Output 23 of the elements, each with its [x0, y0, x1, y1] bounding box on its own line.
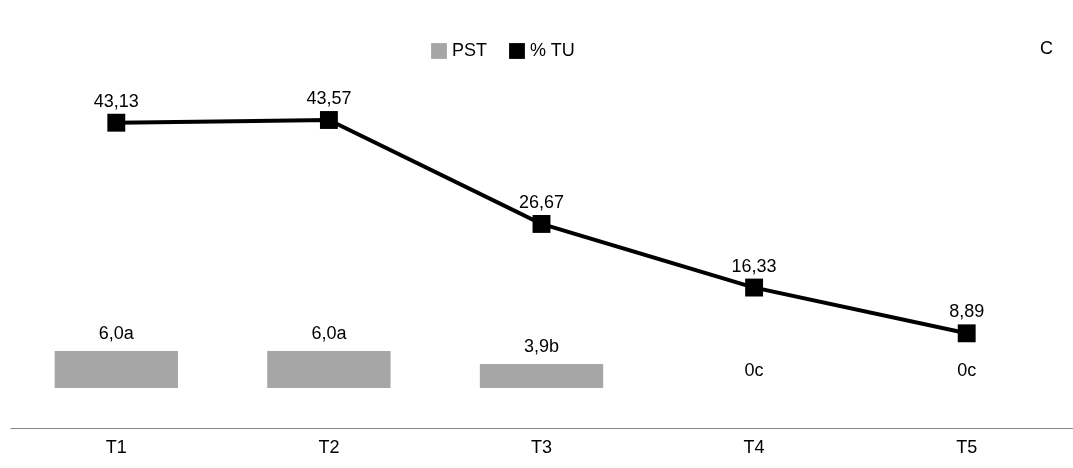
data-label: 6,0a — [98, 323, 135, 344]
point — [957, 324, 976, 343]
data-label: 8,89 — [949, 301, 985, 322]
x-tick-label: T1 — [105, 436, 127, 457]
x-tick-label: T3 — [530, 436, 553, 457]
data-label: 26,67 — [518, 191, 565, 212]
point — [319, 111, 338, 129]
point — [107, 113, 126, 132]
x-tick-label: T4 — [743, 436, 765, 457]
legend-label: % TU — [530, 40, 575, 60]
x-tick-label: T5 — [956, 436, 978, 457]
point — [532, 215, 551, 233]
data-label: 43,13 — [93, 90, 139, 111]
point — [745, 278, 764, 297]
data-label: 16,33 — [731, 255, 777, 276]
data-label: 3,9b — [523, 336, 560, 357]
data-label: 0c — [744, 360, 764, 380]
legend-label: PST — [452, 40, 488, 60]
x-tick-label: T2 — [318, 436, 340, 457]
data-label: 6,0a — [311, 323, 348, 344]
data-label: 43,57 — [306, 88, 352, 108]
text: C — [1040, 38, 1053, 58]
data-label: 0c — [957, 360, 977, 380]
